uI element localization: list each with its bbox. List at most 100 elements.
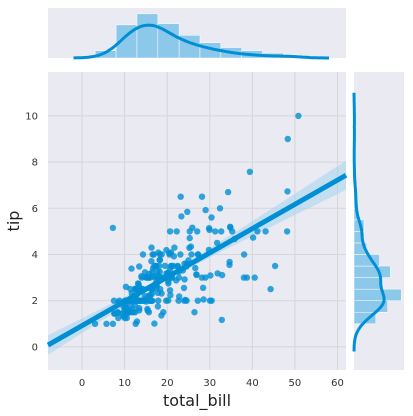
- regression-line: [46, 173, 348, 348]
- data-point: [109, 224, 117, 232]
- data-point: [262, 228, 269, 235]
- data-point: [184, 208, 191, 215]
- data-point: [295, 112, 302, 120]
- right-marginal-histogram: [353, 184, 402, 325]
- data-point: [194, 297, 201, 304]
- data-point: [115, 314, 122, 322]
- data-point: [148, 290, 156, 297]
- data-point: [283, 228, 291, 235]
- y-tick-label: 10: [25, 111, 38, 122]
- data-point: [177, 251, 184, 258]
- data-point: [167, 292, 174, 299]
- data-point: [161, 262, 169, 269]
- data-point: [158, 251, 165, 258]
- data-point: [189, 224, 196, 231]
- data-point: [134, 297, 141, 304]
- data-point: [181, 276, 188, 283]
- y-tick-labels: 0 2 4 6 8 10: [25, 111, 38, 353]
- y-tick-label: 4: [32, 250, 38, 261]
- data-point: [186, 234, 193, 242]
- x-tick-label: 60: [331, 378, 344, 389]
- data-point: [218, 271, 226, 279]
- data-point: [181, 297, 188, 304]
- data-point: [226, 258, 233, 266]
- data-point: [139, 251, 147, 258]
- data-point: [207, 272, 214, 279]
- x-axis-label: total_bill: [163, 391, 231, 411]
- x-tick-label: 0: [79, 378, 85, 389]
- x-tick-label: 40: [246, 378, 259, 389]
- data-point: [148, 258, 155, 265]
- data-point: [271, 262, 279, 270]
- data-point: [212, 228, 219, 235]
- data-point: [153, 274, 160, 281]
- data-point: [198, 274, 206, 281]
- data-point: [145, 274, 152, 281]
- data-point: [199, 284, 207, 291]
- data-point: [192, 264, 199, 272]
- data-point: [148, 244, 155, 251]
- data-point: [167, 262, 175, 270]
- x-tick-label: 20: [161, 378, 174, 389]
- data-point: [151, 320, 158, 327]
- data-point: [175, 297, 182, 304]
- data-point: [136, 307, 143, 314]
- data-point: [202, 206, 209, 214]
- x-tick-labels: 0 10 20 30 40 50 60: [79, 378, 344, 389]
- data-point: [158, 290, 165, 297]
- x-tick-label: 50: [289, 378, 302, 389]
- data-point: [145, 309, 153, 316]
- data-point: [171, 244, 178, 251]
- data-point: [149, 269, 156, 276]
- data-point: [135, 280, 142, 288]
- data-point: [243, 274, 251, 281]
- data-point: [284, 135, 291, 143]
- data-point: [191, 309, 198, 316]
- data-point: [193, 271, 200, 278]
- data-point: [198, 193, 206, 200]
- y-axis-label: tip: [4, 211, 23, 232]
- data-point: [138, 274, 145, 281]
- data-point: [156, 262, 163, 270]
- data-point: [144, 297, 152, 304]
- data-point: [173, 277, 180, 284]
- data-point: [218, 228, 225, 235]
- data-point: [251, 274, 258, 281]
- data-point: [224, 188, 232, 196]
- data-point: [205, 225, 213, 232]
- right-hist-bar: [353, 265, 391, 278]
- data-point: [166, 228, 174, 235]
- data-point: [177, 193, 184, 200]
- data-point: [163, 297, 170, 304]
- top-hist-bar: [136, 13, 159, 59]
- data-point: [206, 297, 214, 304]
- y-tick-label: 8: [32, 158, 38, 169]
- data-point: [227, 224, 234, 231]
- data-point: [194, 228, 201, 235]
- data-point: [246, 168, 254, 175]
- data-point: [156, 268, 163, 275]
- data-point: [103, 320, 110, 327]
- data-point: [218, 316, 225, 324]
- y-tick-label: 0: [32, 342, 38, 353]
- data-point: [109, 320, 117, 327]
- data-point: [216, 205, 224, 212]
- data-point: [156, 256, 163, 264]
- data-point: [136, 263, 143, 270]
- data-point: [180, 284, 188, 292]
- y-tick-label: 2: [32, 296, 38, 307]
- data-point: [173, 228, 180, 235]
- data-point: [155, 297, 162, 304]
- data-point: [188, 251, 195, 258]
- right-marginal-kde-curve: [352, 92, 386, 352]
- data-point: [213, 239, 221, 247]
- data-point: [186, 244, 193, 251]
- data-point: [200, 296, 207, 303]
- data-point: [149, 251, 156, 258]
- x-tick-label: 10: [118, 378, 131, 389]
- data-point: [124, 309, 132, 317]
- data-point: [267, 285, 274, 293]
- data-point: [91, 320, 99, 327]
- top-marginal-kde-curve: [73, 23, 329, 60]
